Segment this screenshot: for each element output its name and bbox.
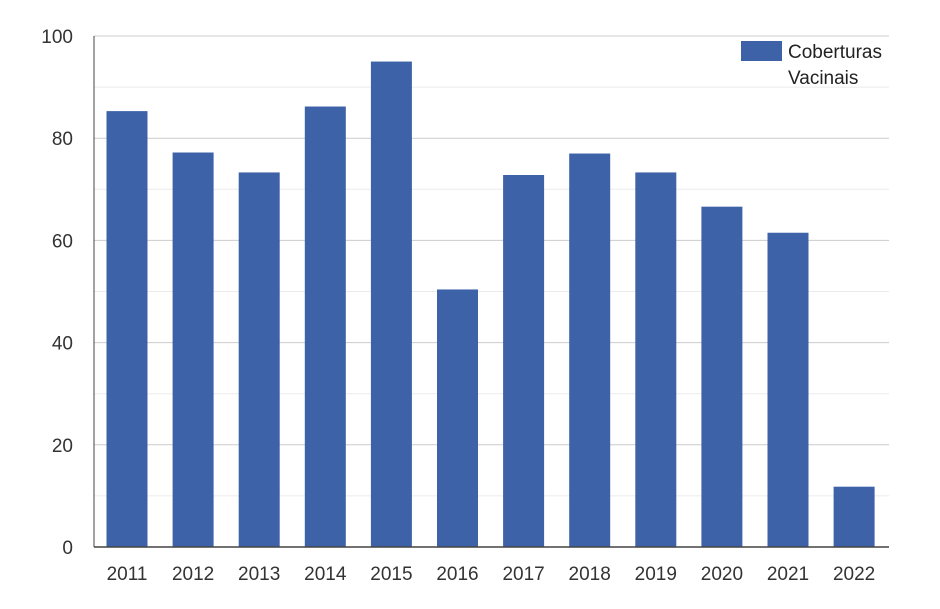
- bar-2016: [437, 289, 478, 547]
- x-tick-labels: 2011 2012 2013 2014 2015 2016 2017 2018 2019 2020…: [107, 564, 876, 585]
- y-tick-labels: 0 20 40 60 80 100: [41, 27, 73, 559]
- x-tick-label: 2015: [370, 564, 412, 585]
- x-tick-label: 2020: [701, 564, 743, 585]
- x-tick-label: 2012: [172, 564, 214, 585]
- y-tick-label: 60: [52, 231, 73, 252]
- legend-label-line-1: Coberturas: [788, 42, 882, 63]
- bar-2018: [569, 153, 611, 547]
- x-tick-label: 2018: [569, 564, 611, 585]
- bar-2012: [172, 152, 214, 547]
- x-tick-label: 2019: [635, 564, 677, 585]
- bars: [106, 61, 875, 548]
- legend-swatch: [741, 41, 782, 61]
- x-tick-label: 2013: [238, 564, 280, 585]
- x-tick-label: 2016: [436, 564, 478, 585]
- gridlines: [94, 35, 889, 497]
- legend-label-line-2: Vacinais: [788, 68, 858, 89]
- bar-2019: [635, 172, 677, 547]
- y-tick-label: 100: [41, 27, 73, 48]
- y-tick-label: 0: [62, 538, 73, 559]
- bar-2022: [833, 486, 875, 547]
- axes: [93, 36, 889, 548]
- y-tick-label: 80: [52, 129, 73, 150]
- legend: Coberturas Vacinais: [741, 41, 882, 89]
- y-tick-label: 40: [52, 334, 73, 355]
- bar-2020: [701, 206, 743, 547]
- bar-2017: [503, 174, 545, 547]
- y-tick-label: 20: [52, 436, 73, 457]
- bar-2011: [106, 111, 148, 547]
- x-tick-label: 2014: [304, 564, 347, 585]
- bar-2013: [238, 172, 280, 547]
- x-tick-label: 2011: [107, 564, 148, 585]
- x-tick-label: 2021: [767, 564, 809, 585]
- x-tick-label: 2017: [502, 564, 544, 585]
- bar-2021: [767, 232, 809, 548]
- x-tick-label: 2022: [833, 564, 875, 585]
- bar-2015: [370, 61, 412, 548]
- bar-2014: [304, 106, 346, 547]
